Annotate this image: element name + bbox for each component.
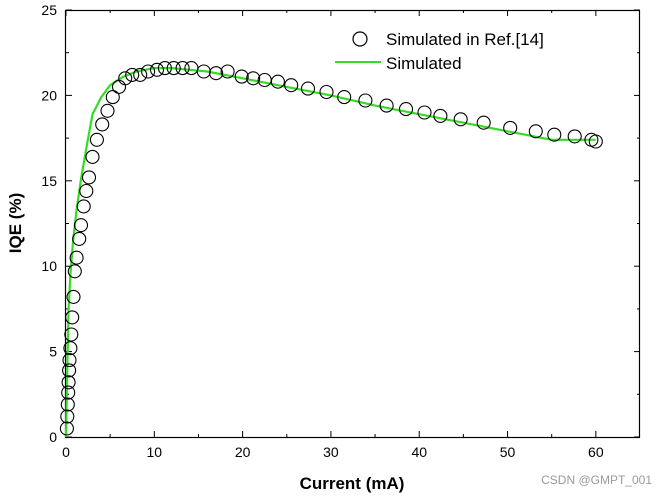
data-point [175, 61, 190, 76]
x-axis: 0 10 20 30 40 50 60 [62, 10, 604, 460]
data-point [453, 112, 468, 127]
data-point [220, 64, 235, 79]
data-point [588, 134, 603, 149]
data-point [234, 69, 249, 84]
y-axis: 0 5 10 15 20 25 [41, 2, 640, 445]
data-point [60, 409, 75, 424]
data-point [398, 102, 414, 117]
x-tick-label: 60 [588, 444, 604, 460]
legend-label-simulated: Simulated [386, 54, 462, 73]
data-point [60, 397, 75, 412]
data-point [379, 98, 394, 113]
data-point [69, 250, 84, 265]
data-point [166, 61, 181, 76]
data-point [111, 79, 127, 94]
data-point [118, 71, 133, 86]
y-tick-label: 10 [41, 258, 57, 274]
x-tick-label: 50 [500, 444, 516, 460]
data-point [149, 62, 165, 77]
data-point [79, 183, 94, 199]
data-point [141, 64, 156, 79]
data-point [300, 81, 316, 96]
legend-marker-simulated-ref14 [352, 31, 368, 47]
series-simulated [64, 66, 596, 438]
data-point [337, 90, 352, 105]
series-simulated-ref14 [59, 61, 603, 436]
x-tick-label: 20 [235, 444, 251, 460]
data-point [73, 218, 89, 233]
x-tick-label: 40 [411, 444, 427, 460]
data-point [64, 327, 79, 342]
x-tick-label: 10 [147, 444, 163, 460]
data-point [319, 84, 334, 100]
data-point [284, 78, 299, 93]
x-axis-title: Current (mA) [300, 474, 405, 493]
data-point [476, 115, 491, 130]
plot-frame [64, 9, 641, 439]
data-point [270, 74, 285, 89]
data-point [95, 117, 110, 132]
data-point [67, 264, 82, 279]
data-point [76, 199, 91, 214]
y-tick-label: 5 [49, 344, 57, 360]
data-point [85, 149, 100, 164]
y-tick-label: 20 [41, 87, 57, 103]
data-point [157, 61, 172, 76]
data-point [89, 132, 104, 147]
y-tick-label: 25 [41, 2, 57, 18]
data-point [184, 61, 199, 76]
data-point [61, 375, 76, 390]
x-tick-label: 0 [62, 444, 70, 460]
data-point [61, 385, 76, 400]
watermark: CSDN @GMPT_001 [541, 473, 652, 487]
data-point [105, 90, 120, 105]
data-point [417, 105, 432, 120]
data-point [257, 72, 272, 88]
y-tick-label: 15 [41, 173, 57, 189]
data-point [209, 66, 224, 81]
data-point [100, 103, 115, 118]
y-axis-title: IQE (%) [6, 193, 25, 253]
data-point [358, 93, 373, 108]
data-point [65, 310, 80, 325]
data-point [246, 71, 261, 86]
data-point [62, 353, 77, 368]
y-tick-label: 0 [49, 429, 57, 445]
data-point [125, 67, 140, 82]
simulated-line [64, 66, 596, 438]
data-point [528, 124, 543, 139]
data-point [81, 170, 97, 185]
data-point [62, 363, 77, 378]
legend-label-simulated-ref14: Simulated in Ref.[14] [386, 30, 544, 49]
x-tick-label: 30 [323, 444, 339, 460]
data-point [567, 129, 582, 144]
data-point [59, 421, 74, 436]
data-point [63, 341, 78, 356]
data-point [133, 67, 148, 82]
data-point [433, 108, 448, 123]
data-point [547, 127, 562, 142]
data-point [66, 289, 81, 304]
legend: Simulated in Ref.[14] Simulated [335, 30, 544, 73]
data-point [72, 231, 87, 246]
data-point [503, 120, 518, 135]
